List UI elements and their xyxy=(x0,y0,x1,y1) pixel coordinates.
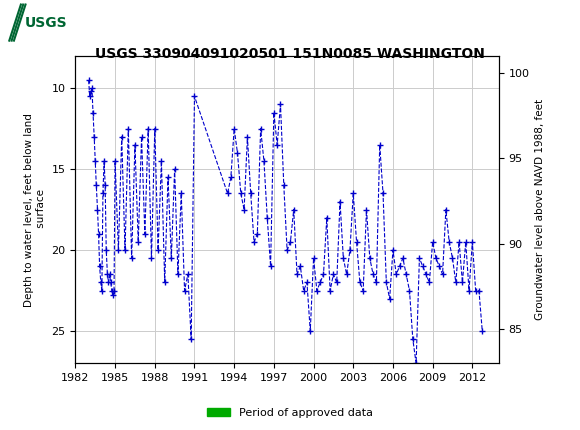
Y-axis label: Groundwater level above NAVD 1988, feet: Groundwater level above NAVD 1988, feet xyxy=(535,99,545,320)
FancyBboxPatch shape xyxy=(6,4,87,41)
Legend: Period of approved data: Period of approved data xyxy=(203,403,377,422)
Text: USGS: USGS xyxy=(25,15,68,30)
Text: USGS 330904091020501 151N0085 WASHINGTON: USGS 330904091020501 151N0085 WASHINGTON xyxy=(95,47,485,61)
Y-axis label: Depth to water level, feet below land
 surface: Depth to water level, feet below land su… xyxy=(24,113,46,307)
